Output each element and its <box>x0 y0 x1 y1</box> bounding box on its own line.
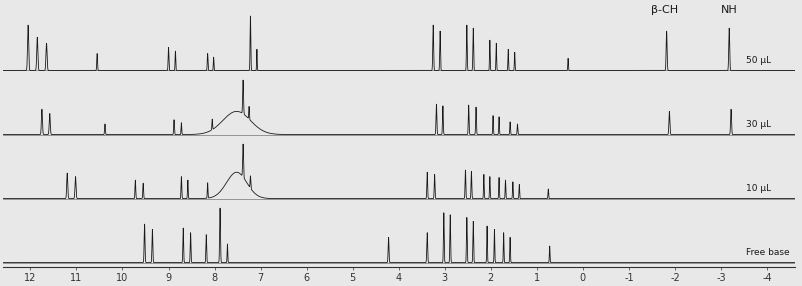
Text: β-CH: β-CH <box>650 5 678 15</box>
Text: NH: NH <box>720 5 737 15</box>
Text: 50 μL: 50 μL <box>745 56 771 65</box>
Text: Free base: Free base <box>745 249 789 257</box>
Text: 10 μL: 10 μL <box>745 184 771 193</box>
Text: 30 μL: 30 μL <box>745 120 771 130</box>
